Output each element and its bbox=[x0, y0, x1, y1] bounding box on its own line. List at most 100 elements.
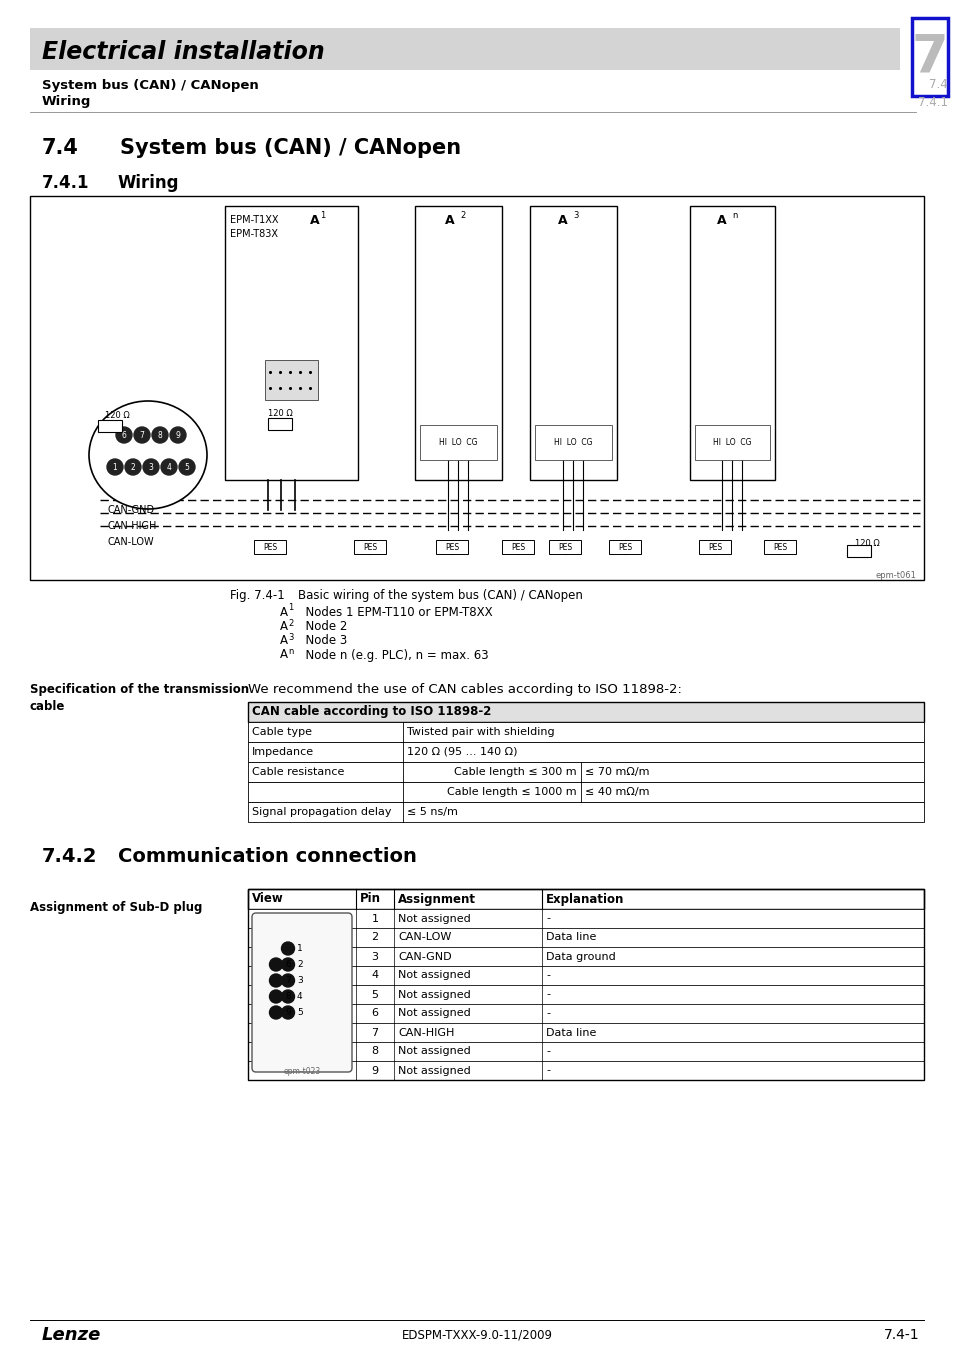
Text: PES: PES bbox=[707, 543, 721, 552]
Circle shape bbox=[170, 427, 186, 443]
Bar bbox=[248, 1004, 923, 1023]
Circle shape bbox=[281, 942, 294, 954]
Text: Explanation: Explanation bbox=[545, 892, 623, 906]
Text: ≤ 70 mΩ/m: ≤ 70 mΩ/m bbox=[584, 767, 649, 778]
Text: 8: 8 bbox=[285, 992, 291, 1000]
Text: PES: PES bbox=[772, 543, 786, 552]
Bar bbox=[501, 540, 534, 553]
Text: 2: 2 bbox=[288, 618, 293, 628]
Text: PES: PES bbox=[558, 543, 572, 552]
Bar bbox=[248, 802, 923, 822]
Text: Wiring: Wiring bbox=[118, 174, 179, 192]
Text: A: A bbox=[280, 621, 288, 633]
Bar bbox=[248, 890, 923, 1080]
Text: -: - bbox=[545, 990, 550, 999]
Text: 1: 1 bbox=[319, 212, 325, 220]
Text: 9: 9 bbox=[285, 1008, 291, 1017]
Text: HI  LO  CG: HI LO CG bbox=[554, 437, 592, 447]
Text: PES: PES bbox=[263, 543, 276, 552]
Text: System bus (CAN) / CANopen: System bus (CAN) / CANopen bbox=[120, 138, 460, 158]
Text: 2: 2 bbox=[131, 463, 135, 471]
Text: Assignment: Assignment bbox=[397, 892, 476, 906]
Bar bbox=[268, 418, 292, 431]
Text: EDSPM-TXXX-9.0-11/2009: EDSPM-TXXX-9.0-11/2009 bbox=[401, 1328, 552, 1342]
Bar bbox=[98, 420, 122, 432]
Text: 8: 8 bbox=[371, 1046, 378, 1057]
Bar bbox=[248, 946, 923, 967]
Text: 1: 1 bbox=[112, 463, 117, 471]
Text: epm-t061: epm-t061 bbox=[874, 571, 915, 579]
Text: A: A bbox=[280, 606, 288, 618]
Bar bbox=[30, 196, 923, 580]
Text: 7: 7 bbox=[911, 31, 947, 82]
Text: 5: 5 bbox=[296, 1008, 302, 1017]
Text: Impedance: Impedance bbox=[252, 747, 314, 757]
Text: Not assigned: Not assigned bbox=[397, 971, 470, 980]
Text: 9: 9 bbox=[175, 431, 180, 440]
Bar bbox=[248, 1042, 923, 1061]
Bar bbox=[548, 540, 580, 553]
Bar bbox=[248, 986, 923, 1004]
Circle shape bbox=[152, 427, 168, 443]
Text: Data line: Data line bbox=[545, 1027, 596, 1038]
Bar bbox=[248, 1023, 923, 1042]
Circle shape bbox=[281, 1006, 294, 1019]
Bar bbox=[354, 540, 386, 553]
Text: 4: 4 bbox=[167, 463, 172, 471]
Text: 9: 9 bbox=[371, 1065, 378, 1076]
Text: A: A bbox=[717, 213, 726, 227]
Text: EPM-T1XX: EPM-T1XX bbox=[230, 215, 278, 225]
Text: 8: 8 bbox=[157, 431, 162, 440]
Bar bbox=[530, 207, 617, 481]
Text: Node n (e.g. PLC), n = max. 63: Node n (e.g. PLC), n = max. 63 bbox=[297, 648, 488, 662]
Text: Pin: Pin bbox=[359, 892, 380, 906]
Text: A: A bbox=[280, 648, 288, 662]
Text: 7.4.1: 7.4.1 bbox=[917, 96, 947, 108]
Text: Assignment of Sub-D plug: Assignment of Sub-D plug bbox=[30, 900, 202, 914]
Text: HI  LO  CG: HI LO CG bbox=[713, 437, 751, 447]
Text: A: A bbox=[280, 634, 288, 648]
Text: Cable length ≤ 1000 m: Cable length ≤ 1000 m bbox=[447, 787, 577, 796]
Text: CAN cable according to ISO 11898-2: CAN cable according to ISO 11898-2 bbox=[252, 706, 491, 718]
Text: Wiring: Wiring bbox=[42, 96, 91, 108]
Text: PES: PES bbox=[444, 543, 458, 552]
Bar bbox=[225, 207, 357, 481]
Bar bbox=[30, 28, 899, 70]
Text: 3: 3 bbox=[296, 976, 302, 986]
Circle shape bbox=[161, 459, 177, 475]
Ellipse shape bbox=[89, 401, 207, 509]
Text: Not assigned: Not assigned bbox=[397, 1046, 470, 1057]
Text: CAN-LOW: CAN-LOW bbox=[397, 933, 451, 942]
Circle shape bbox=[281, 958, 294, 971]
Bar bbox=[419, 425, 497, 460]
Text: -: - bbox=[545, 1046, 550, 1057]
Bar bbox=[248, 927, 923, 946]
Text: 1: 1 bbox=[296, 944, 302, 953]
Circle shape bbox=[269, 958, 282, 971]
Text: Not assigned: Not assigned bbox=[397, 1008, 470, 1018]
Text: PES: PES bbox=[362, 543, 376, 552]
Bar bbox=[248, 722, 923, 742]
Text: 5: 5 bbox=[184, 463, 190, 471]
Circle shape bbox=[143, 459, 159, 475]
Circle shape bbox=[116, 427, 132, 443]
Bar bbox=[248, 909, 923, 927]
Text: 3: 3 bbox=[573, 212, 578, 220]
Text: 120 Ω: 120 Ω bbox=[105, 412, 130, 420]
Bar bbox=[253, 540, 286, 553]
Bar bbox=[248, 782, 923, 802]
Text: Data ground: Data ground bbox=[545, 952, 615, 961]
Text: -: - bbox=[545, 971, 550, 980]
Text: CAN-HIGH: CAN-HIGH bbox=[397, 1027, 454, 1038]
Text: 2: 2 bbox=[371, 933, 378, 942]
Text: Specification of the transmission: Specification of the transmission bbox=[30, 683, 249, 697]
Bar bbox=[699, 540, 730, 553]
Text: Data line: Data line bbox=[545, 933, 596, 942]
Bar bbox=[248, 1061, 923, 1080]
Text: A: A bbox=[310, 213, 319, 227]
Bar bbox=[689, 207, 774, 481]
Text: Cable resistance: Cable resistance bbox=[252, 767, 344, 778]
Text: Electrical installation: Electrical installation bbox=[42, 40, 324, 63]
Text: 7: 7 bbox=[139, 431, 144, 440]
Bar bbox=[608, 540, 640, 553]
